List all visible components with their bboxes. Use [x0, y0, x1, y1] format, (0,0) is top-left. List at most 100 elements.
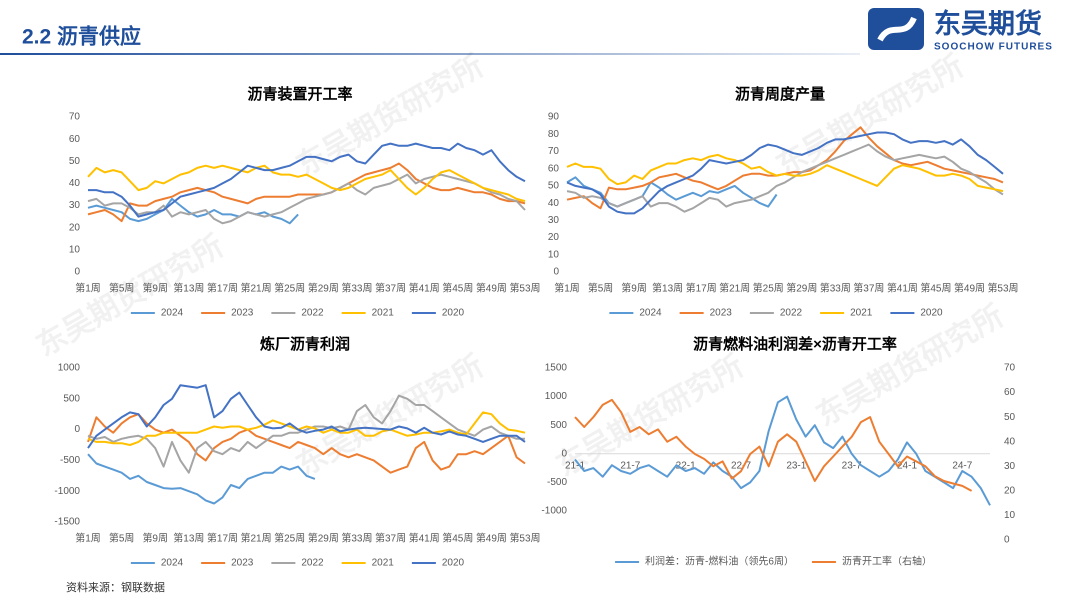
x-tick-label: 21-7 — [620, 460, 640, 471]
x-tick-label: 第45周 — [442, 282, 473, 295]
y-tick-label: 20 — [548, 232, 560, 243]
legend-label: 2024 — [161, 308, 184, 319]
x-tick-label: 第5周 — [588, 282, 614, 295]
watermark: 东吴期货研究所 — [810, 298, 1009, 432]
legend-label: 2021 — [372, 308, 395, 319]
x-tick-label: 第21周 — [241, 282, 272, 295]
y-tick-label: 80 — [548, 129, 560, 140]
x-tick-label: 第1周 — [75, 282, 101, 295]
x-tick-label: 第49周 — [476, 532, 507, 545]
chart-title: 炼厂沥青利润 — [260, 335, 350, 353]
watermark: 东吴期货研究所 — [30, 228, 229, 362]
y-tick-label: 0 — [561, 448, 567, 459]
series-line — [574, 398, 973, 492]
x-tick-label: 第13周 — [173, 282, 204, 295]
series-line — [87, 384, 526, 449]
y2-tick-label: 30 — [1004, 461, 1016, 472]
y-tick-label: 500 — [63, 393, 80, 404]
x-tick-label: 第5周 — [109, 282, 135, 295]
x-tick-label: 第37周 — [853, 282, 884, 295]
legend-label: 利润差：沥青-燃料油（领先6周） — [645, 555, 794, 568]
y-tick-label: 50 — [548, 181, 560, 192]
x-tick-label: 第29周 — [786, 282, 817, 295]
x-tick-label: 第29周 — [308, 282, 339, 295]
y2-tick-label: 10 — [1004, 510, 1016, 521]
legend-label: 2022 — [780, 308, 803, 319]
x-tick-label: 第41周 — [887, 282, 918, 295]
x-tick-label: 第37周 — [375, 532, 406, 545]
watermark: 东吴期货研究所 — [770, 48, 969, 182]
y2-tick-label: 60 — [1004, 387, 1016, 398]
legend-label: 2023 — [710, 308, 733, 319]
chart-title: 沥青周度产量 — [735, 85, 825, 103]
x-tick-label: 第53周 — [509, 532, 540, 545]
y-tick-label: 60 — [69, 134, 81, 145]
legend-label: 2022 — [301, 558, 324, 569]
series-line — [566, 143, 1004, 213]
x-tick-label: 第5周 — [109, 532, 135, 545]
logo-en: SOOCHOW FUTURES — [934, 42, 1053, 53]
series-line — [566, 176, 778, 208]
legend-label: 2021 — [850, 308, 873, 319]
x-tick-label: 第41周 — [409, 282, 440, 295]
series-line — [88, 142, 526, 218]
y-tick-label: 30 — [69, 200, 81, 211]
x-tick-label: 第9周 — [621, 282, 647, 295]
x-tick-label: 第33周 — [820, 282, 851, 295]
series-line — [574, 395, 991, 506]
y-tick-label: -500 — [547, 477, 567, 488]
page-title: 2.2 沥青供应 — [22, 25, 141, 49]
x-tick-label: 第49周 — [476, 282, 507, 295]
x-tick-label: 第33周 — [341, 282, 372, 295]
y2-tick-label: 40 — [1004, 436, 1016, 447]
x-tick-label: 第45周 — [920, 282, 951, 295]
legend-label: 2021 — [372, 558, 395, 569]
x-tick-label: 第21周 — [719, 282, 750, 295]
legend-label: 2023 — [231, 308, 254, 319]
y2-tick-label: 20 — [1004, 485, 1016, 496]
series-line — [566, 153, 1004, 193]
series-line — [87, 197, 299, 225]
y-tick-label: 1000 — [545, 391, 568, 402]
x-tick-label: 第25周 — [274, 532, 305, 545]
x-tick-label: 23-7 — [842, 460, 862, 471]
y-tick-label: -1000 — [541, 506, 567, 517]
x-tick-label: 第1周 — [75, 532, 101, 545]
y-tick-label: 500 — [550, 420, 567, 431]
x-tick-label: 24-1 — [897, 460, 917, 471]
y-tick-label: 20 — [69, 222, 81, 233]
series-line — [87, 164, 526, 203]
y-tick-label: 70 — [548, 146, 560, 157]
x-tick-label: 24-7 — [952, 460, 972, 471]
legend-label: 2024 — [161, 558, 184, 569]
y2-tick-label: 70 — [1004, 363, 1016, 374]
x-tick-label: 第17周 — [207, 532, 238, 545]
legend-label: 2022 — [301, 308, 324, 319]
header-rule — [0, 53, 860, 55]
logo-cn: 东吴期货 — [934, 8, 1042, 39]
x-tick-label: 第17周 — [686, 282, 717, 295]
x-tick-label: 23-1 — [786, 460, 806, 471]
y-tick-label: 0 — [553, 267, 559, 278]
series-line — [87, 413, 526, 474]
x-tick-label: 第37周 — [375, 282, 406, 295]
y-tick-label: 90 — [548, 112, 560, 123]
x-tick-label: 第25周 — [753, 282, 784, 295]
series-line — [87, 394, 525, 474]
x-tick-label: 第49周 — [954, 282, 985, 295]
x-tick-label: 第45周 — [442, 532, 473, 545]
series-line — [566, 131, 1004, 215]
x-tick-label: 第25周 — [274, 282, 305, 295]
x-tick-label: 第21周 — [241, 532, 272, 545]
x-tick-label: 22-1 — [676, 460, 696, 471]
y-tick-label: 70 — [69, 112, 81, 123]
x-tick-label: 第53周 — [987, 282, 1018, 295]
y-tick-label: 0 — [74, 424, 80, 435]
y-tick-label: -500 — [60, 455, 80, 466]
x-tick-label: 第1周 — [554, 282, 580, 295]
legend-label: 2020 — [442, 558, 465, 569]
y-tick-label: 1500 — [545, 363, 568, 374]
y-tick-label: -1500 — [54, 517, 80, 528]
watermark: 东吴期货研究所 — [290, 348, 489, 482]
